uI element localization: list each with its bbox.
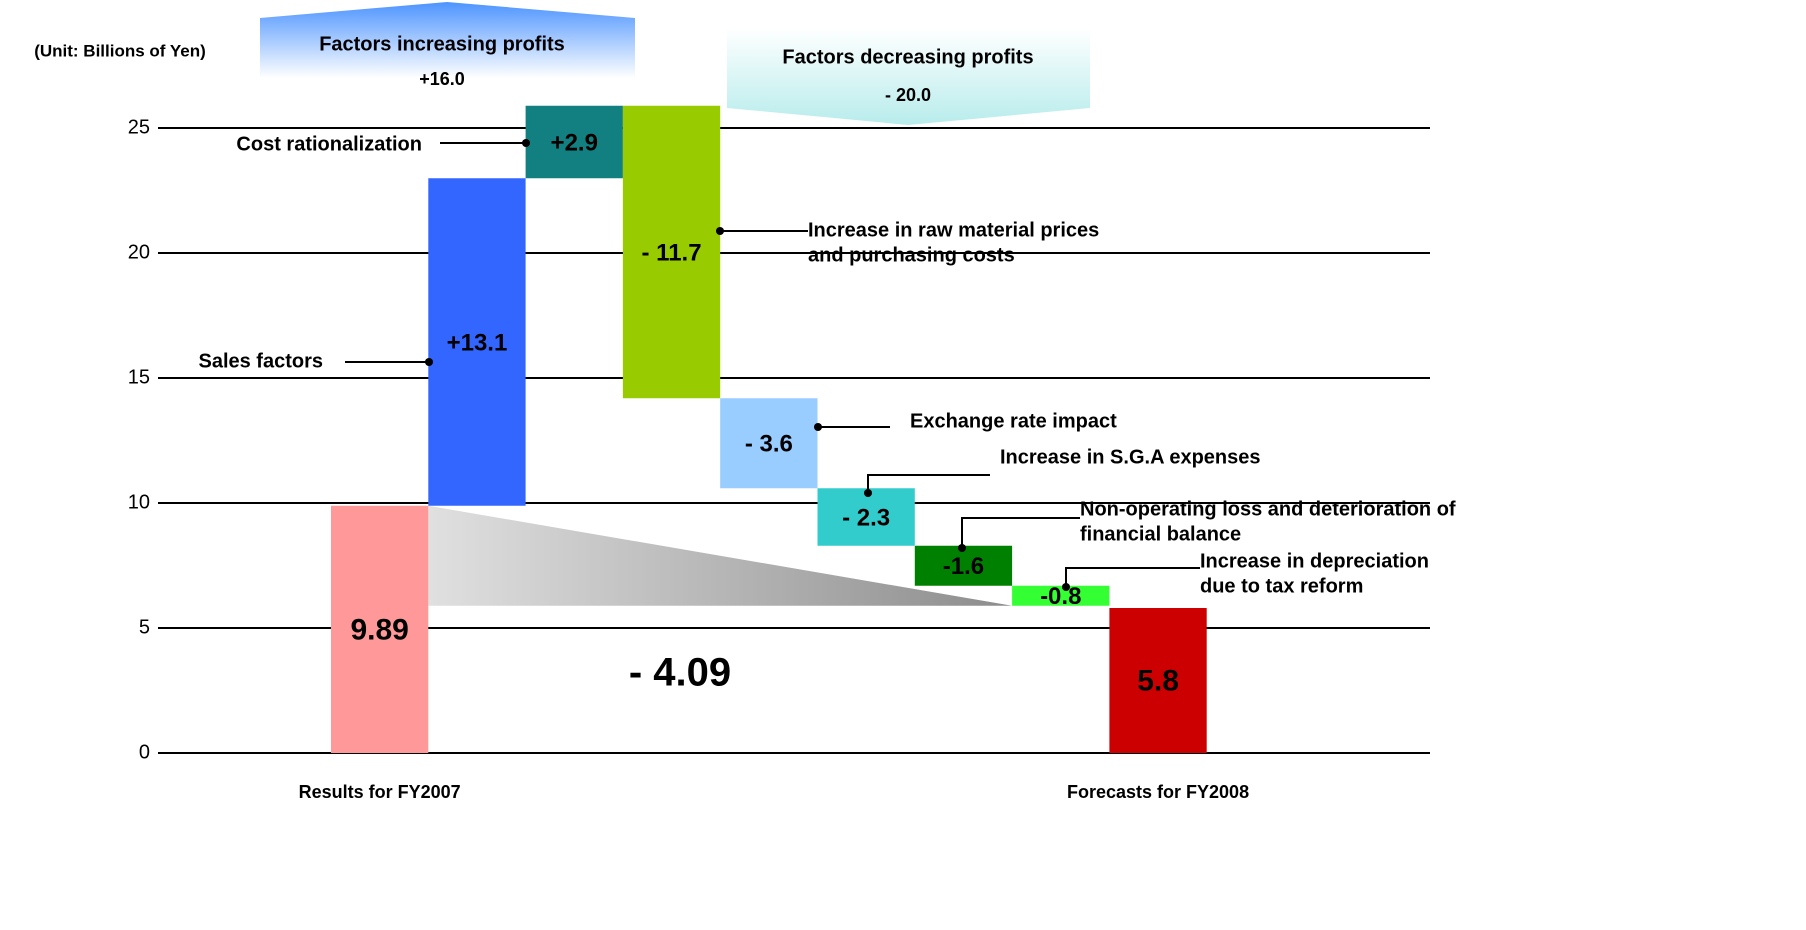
bar <box>1109 608 1207 753</box>
value-label: 5.8 <box>1137 664 1179 697</box>
y-tick-label: 0 <box>139 741 150 763</box>
leader-dot <box>1062 583 1070 591</box>
y-tick-label: 5 <box>139 616 150 638</box>
factor-label: Non-operating loss and deterioration of <box>1080 498 1456 520</box>
factor-label: Exchange rate impact <box>910 410 1117 432</box>
decrease-total: - 20.0 <box>885 85 931 105</box>
factor-label: due to tax reform <box>1200 575 1363 597</box>
value-label: +2.9 <box>551 129 598 156</box>
y-tick-label: 20 <box>128 241 150 263</box>
leader-line <box>961 517 1080 548</box>
factor-label: financial balance <box>1080 523 1241 545</box>
factor-label: Sales factors <box>198 350 323 372</box>
value-label: -1.6 <box>943 553 984 580</box>
unit-label: (Unit: Billions of Yen) <box>34 41 206 60</box>
y-tick-label: 15 <box>128 366 150 388</box>
factor-label: Increase in S.G.A expenses <box>1000 446 1261 468</box>
factor-label: Increase in depreciation <box>1200 550 1429 572</box>
factor-label: and purchasing costs <box>808 244 1015 266</box>
increase-total: +16.0 <box>419 69 465 89</box>
factor-label: Cost rationalization <box>236 133 422 155</box>
decrease-title: Factors decreasing profits <box>782 46 1033 68</box>
bar <box>914 545 1013 586</box>
increase-arrow <box>260 2 635 78</box>
leader-line <box>867 474 990 493</box>
difference-label: - 4.09 <box>629 651 731 695</box>
value-label: - 11.7 <box>642 239 702 266</box>
bar <box>720 398 818 489</box>
leader-dot <box>814 423 822 431</box>
y-tick-label: 25 <box>128 116 150 138</box>
value-label: - 3.6 <box>745 431 793 458</box>
decline-wedge <box>428 505 1013 606</box>
leader-dot <box>958 544 966 552</box>
bar <box>331 505 429 753</box>
y-tick-label: 10 <box>128 491 150 513</box>
leader-line <box>1065 567 1200 587</box>
decrease-arrow <box>727 28 1090 125</box>
bar <box>1012 585 1110 606</box>
value-label: -0.8 <box>1040 583 1081 610</box>
value-label: 9.89 <box>350 613 408 646</box>
bar <box>525 105 623 179</box>
value-label: +13.1 <box>447 329 508 356</box>
leader-dot <box>864 489 872 497</box>
bar <box>622 105 721 399</box>
bar <box>817 488 915 546</box>
factor-label: Increase in raw material prices <box>808 219 1099 241</box>
leader-dot <box>716 227 724 235</box>
x-tick-label: Forecasts for FY2008 <box>1067 782 1249 802</box>
leader-dot <box>522 139 530 147</box>
value-label: - 2.3 <box>842 504 890 531</box>
increase-title: Factors increasing profits <box>319 33 565 55</box>
leader-dot <box>425 358 433 366</box>
x-tick-label: Results for FY2007 <box>299 782 461 802</box>
bar <box>428 178 526 506</box>
